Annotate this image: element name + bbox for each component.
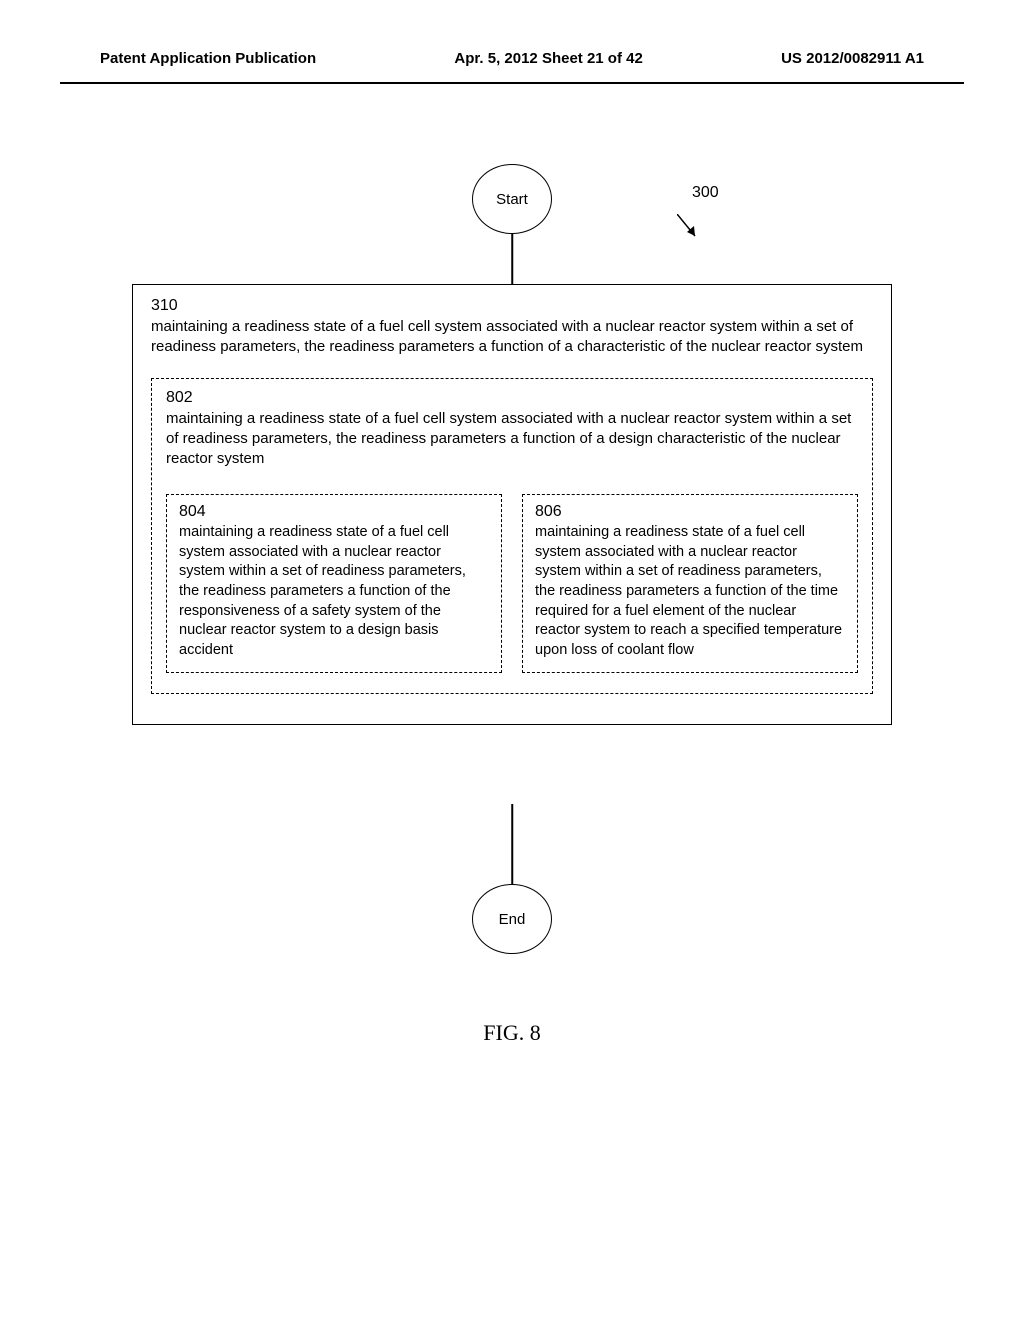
process-box-802: 802 maintaining a readiness state of a f… — [151, 378, 873, 695]
header-right: US 2012/0082911 A1 — [781, 50, 924, 67]
box-802-number: 802 — [166, 389, 858, 407]
header-left: Patent Application Publication — [100, 50, 316, 67]
process-box-806: 806 maintaining a readiness state of a f… — [522, 494, 858, 673]
connector-line-top — [511, 234, 513, 284]
connector-line-bottom — [511, 804, 513, 884]
arrow-icon — [677, 214, 707, 244]
process-box-310: 310 maintaining a readiness state of a f… — [132, 284, 892, 725]
header-divider — [60, 82, 964, 84]
box-310-number: 310 — [151, 297, 873, 315]
box-806-text: maintaining a readiness state of a fuel … — [535, 523, 845, 660]
header-center: Apr. 5, 2012 Sheet 21 of 42 — [454, 50, 642, 67]
inner-row: 804 maintaining a readiness state of a f… — [166, 494, 858, 673]
start-label: Start — [496, 191, 528, 208]
start-node: Start — [472, 164, 552, 234]
process-box-804: 804 maintaining a readiness state of a f… — [166, 494, 502, 673]
figure-label: FIG. 8 — [483, 1020, 540, 1046]
end-node: End — [472, 884, 552, 954]
end-label: End — [499, 911, 526, 928]
box-804-text: maintaining a readiness state of a fuel … — [179, 523, 489, 660]
reference-number-300: 300 — [692, 184, 719, 202]
box-806-number: 806 — [535, 503, 845, 521]
box-804-number: 804 — [179, 503, 489, 521]
box-802-text: maintaining a readiness state of a fuel … — [166, 409, 858, 470]
page-header: Patent Application Publication Apr. 5, 2… — [0, 0, 1024, 77]
flowchart-diagram: Start 300 310 maintaining a readiness st… — [132, 164, 892, 964]
box-310-text: maintaining a readiness state of a fuel … — [151, 317, 873, 358]
